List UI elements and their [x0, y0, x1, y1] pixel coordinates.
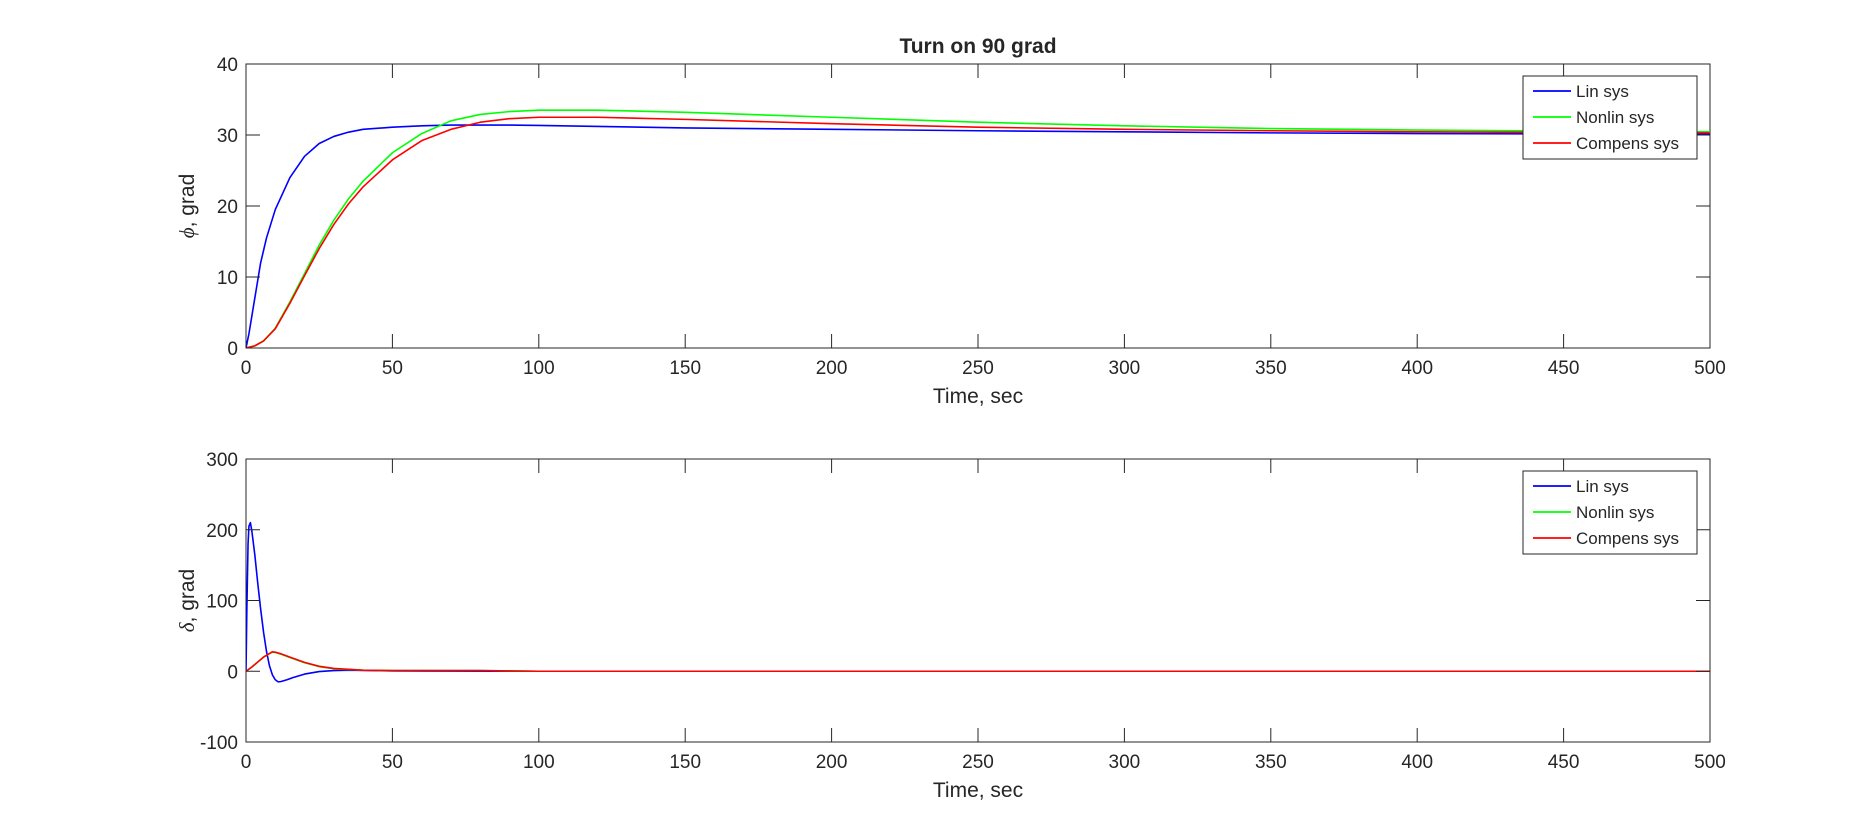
- x-tick-label: 500: [1694, 358, 1726, 379]
- x-tick-label: 100: [523, 752, 555, 773]
- x-tick-label: 300: [1109, 752, 1141, 773]
- y-tick-label: 40: [217, 55, 238, 76]
- y-tick-label: -100: [200, 733, 238, 754]
- legend-label: Nonlin sys: [1576, 503, 1654, 522]
- x-tick-label: 0: [241, 358, 252, 379]
- y-axis-label-text: , grad: [176, 569, 199, 623]
- x-tick-label: 250: [962, 358, 994, 379]
- y-axis-label: ϕ, grad: [175, 174, 199, 239]
- y-tick-label: 200: [206, 521, 238, 542]
- x-tick-label: 350: [1255, 752, 1287, 773]
- legend-label: Compens sys: [1576, 529, 1679, 548]
- x-tick-label: 150: [669, 358, 701, 379]
- x-axis-label: Time, sec: [933, 385, 1023, 408]
- axes-box: [245, 458, 1711, 743]
- legend: Lin sys Nonlin sys Compens sys: [1522, 75, 1698, 160]
- axes-box: [245, 63, 1711, 349]
- y-tick-label: 30: [217, 126, 238, 147]
- series-group: [246, 521, 1710, 683]
- x-tick-label: 0: [241, 752, 252, 773]
- x-tick-label: 250: [962, 752, 994, 773]
- legend-label: Nonlin sys: [1576, 108, 1654, 127]
- x-tick-label: 400: [1401, 358, 1433, 379]
- x-tick-label: 200: [816, 358, 848, 379]
- x-tick-label: 450: [1548, 358, 1580, 379]
- y-tick-label: 100: [206, 592, 238, 613]
- x-tick-label: 50: [382, 358, 403, 379]
- legend-label: Lin sys: [1576, 477, 1629, 496]
- y-axis-label: δ, grad: [175, 569, 199, 632]
- y-axis-label-symbol: δ: [175, 621, 199, 632]
- x-tick-label: 500: [1694, 752, 1726, 773]
- y-tick-label: 0: [227, 339, 238, 360]
- x-tick-label: 200: [816, 752, 848, 773]
- plot-2: 0 50 100 150 200 250 300 350 400 450 500-100010020…: [175, 450, 1726, 802]
- plot-1: 0 50 100 150 200 250 300 350 400 450 500 0 10 20 30 40 T…: [175, 35, 1726, 408]
- y-tick-label: 20: [217, 197, 238, 218]
- legend-label: Compens sys: [1576, 134, 1679, 153]
- chart-title: Turn on 90 grad: [899, 35, 1056, 58]
- x-tick-label: 100: [523, 358, 555, 379]
- series-line-compens-sys: [246, 116, 1710, 348]
- x-tick-label: 350: [1255, 358, 1287, 379]
- y-tick-label: 0: [227, 662, 238, 683]
- x-tick-label: 50: [382, 752, 403, 773]
- series-line-compens-sys: [246, 650, 1710, 673]
- y-axis-label-text: , grad: [176, 174, 199, 228]
- x-tick-label: 400: [1401, 752, 1433, 773]
- y-tick-label: 300: [206, 450, 238, 471]
- legend: Lin sys Nonlin sys Compens sys: [1522, 470, 1698, 555]
- legend-label: Lin sys: [1576, 82, 1629, 101]
- series-line-lin-sys: [246, 124, 1710, 348]
- x-tick-label: 300: [1109, 358, 1141, 379]
- x-tick-label: 450: [1548, 752, 1580, 773]
- y-axis-label-symbol: ϕ: [175, 227, 199, 238]
- y-tick-label: 10: [217, 268, 238, 289]
- x-axis-label: Time, sec: [933, 779, 1023, 802]
- x-tick-label: 150: [669, 752, 701, 773]
- series-group: [246, 109, 1710, 348]
